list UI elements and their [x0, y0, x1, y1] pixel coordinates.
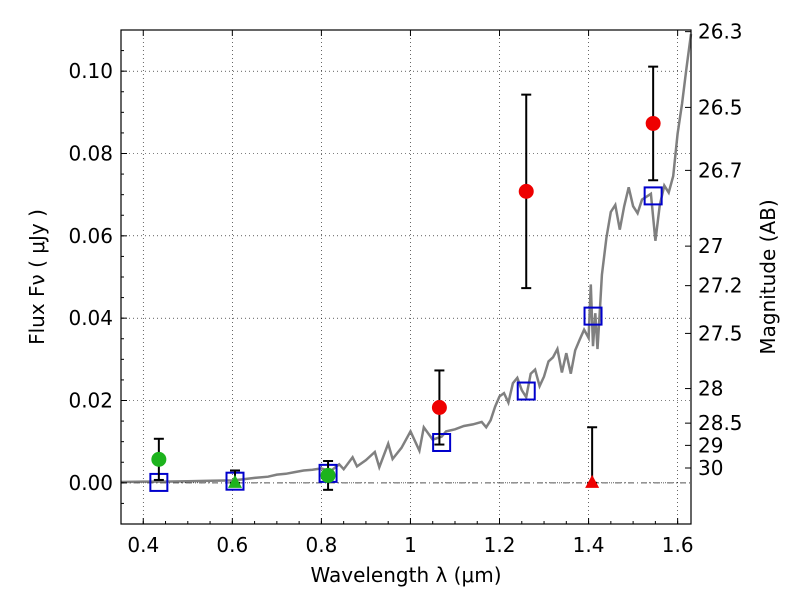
y2-axis-title: Magnitude (AB): [756, 199, 780, 354]
x-axis-title: Wavelength λ (μm): [310, 563, 501, 587]
model-photometry-square: [583, 306, 603, 326]
y-tick-label: 0.02: [68, 389, 113, 413]
y-tick-label: 0.10: [68, 59, 113, 83]
model-spectrum-line: [120, 33, 693, 484]
model-photometry-square: [432, 432, 452, 452]
y2-tick-label: 26.3: [698, 20, 743, 44]
grid-lines: [121, 30, 691, 524]
x-tick-label: 1.2: [484, 533, 516, 557]
y2-tick-label: 26.7: [698, 158, 743, 182]
x-tick-label: 1.4: [573, 533, 605, 557]
y2-tick-label: 30: [698, 456, 723, 480]
y-tick-label: 0.08: [68, 142, 113, 166]
model-photometry-square: [643, 186, 663, 206]
y2-tick-label: 27.5: [698, 321, 743, 345]
y2-tick-label: 29: [698, 433, 723, 457]
y2-tick-label: 27.2: [698, 274, 743, 298]
plot-frame: [120, 29, 692, 525]
observed-point-red: [518, 183, 534, 199]
model-photometry-square: [516, 381, 536, 401]
x-tick-label: 0.8: [305, 533, 337, 557]
observed-point-red: [431, 399, 447, 415]
x-axis: 0.4 0.6 0.8 1 1.2 1.4 1.6: [120, 30, 694, 557]
y-axis-title: Flux Fν ( μJy ): [25, 209, 49, 345]
x-tick-label: 1: [404, 533, 417, 557]
data-marks: [149, 65, 663, 492]
observed-point-green: [320, 467, 336, 483]
y2-tick-label: 28: [698, 377, 723, 401]
y2-tick-label: 28.5: [698, 411, 743, 435]
observed-point-green: [151, 451, 167, 467]
x-tick-label: 0.6: [216, 533, 248, 557]
x-tick-label: 1.6: [662, 533, 694, 557]
y2-tick-label: 27: [698, 234, 723, 258]
upper-limit-green: [228, 474, 242, 488]
y-tick-label: 0.04: [68, 306, 113, 330]
observed-point-red: [645, 115, 661, 131]
y-tick-label: 0.00: [68, 471, 113, 495]
x-tick-label: 0.4: [127, 533, 159, 557]
y-tick-label: 0.06: [68, 224, 113, 248]
y2-tick-label: 26.5: [698, 95, 743, 119]
y-axis-left: 0.00 0.02 0.04 0.06 0.08 0.10: [68, 29, 127, 525]
upper-limit-red: [585, 474, 600, 488]
